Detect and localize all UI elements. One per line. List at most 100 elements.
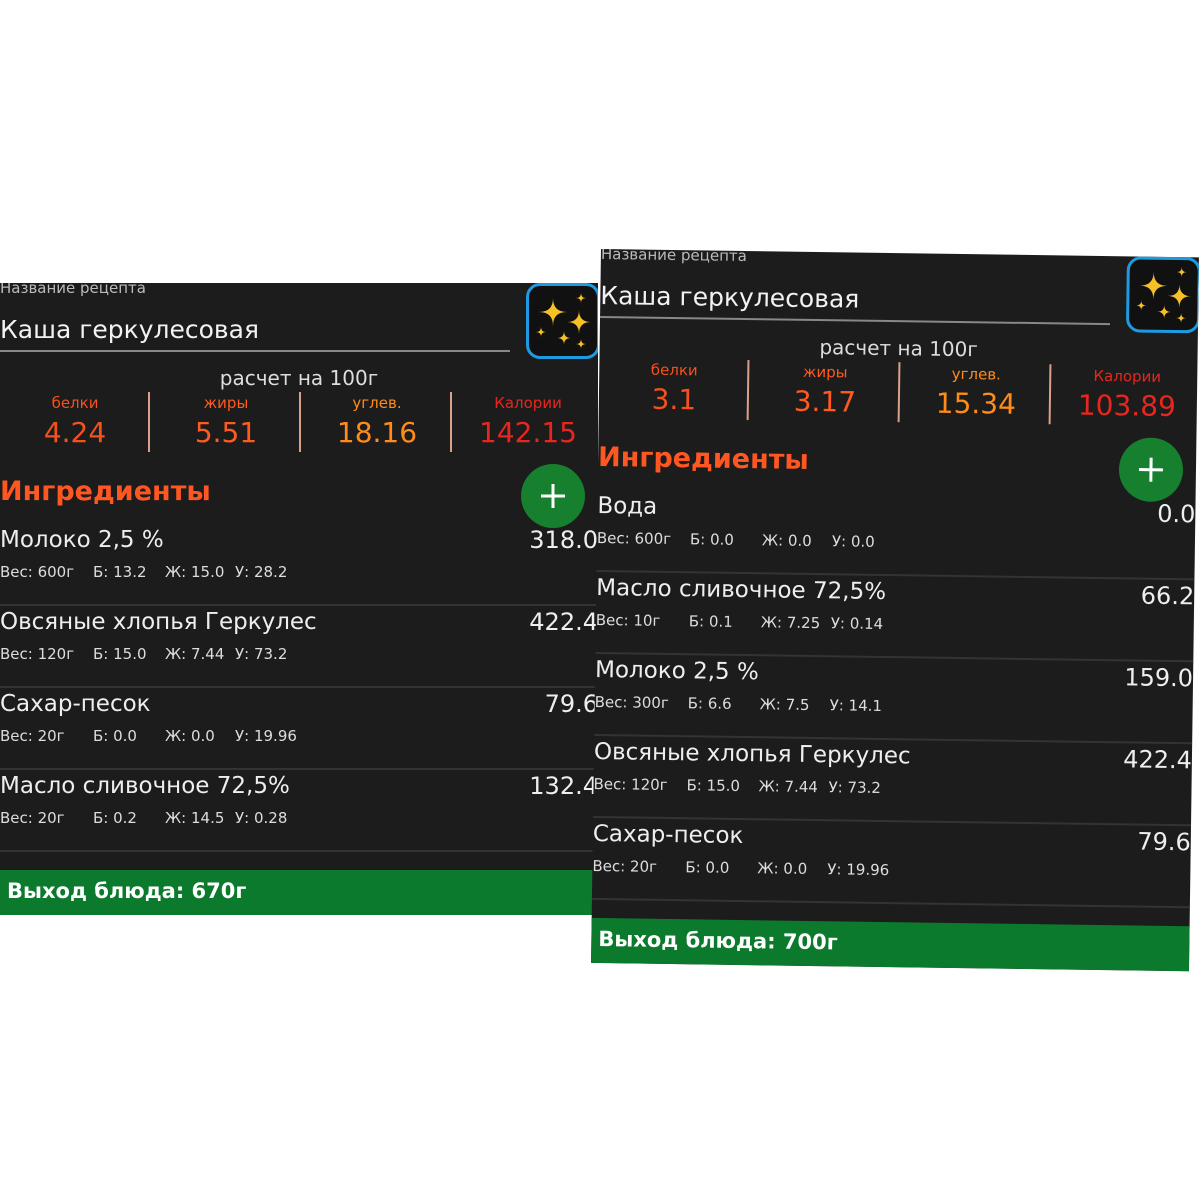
ingredient-kcal: 422.4 <box>529 608 598 636</box>
nutrient-label: белки <box>650 360 698 380</box>
plus-icon <box>1138 457 1163 482</box>
ingredient-kcal: 132.4 <box>529 772 598 800</box>
ingredient-carbs: У: 19.96 <box>827 860 890 880</box>
row-divider <box>0 850 598 852</box>
ingredient-weight: Вес: 20г <box>592 856 658 876</box>
per-label: расчет на 100г <box>219 366 379 390</box>
plus-icon <box>541 484 565 508</box>
ingredient-protein: Б: 0.0 <box>93 727 137 745</box>
ingredient-weight: Вес: 300г <box>594 692 669 712</box>
nutrient-value: 3.17 <box>793 384 857 419</box>
ingredient-kcal: 79.6 <box>544 690 598 718</box>
row-divider <box>0 686 598 688</box>
ingredient-protein: Б: 13.2 <box>93 563 147 581</box>
ingredient-name[interactable]: Овсяные хлопья Геркулес <box>0 609 317 635</box>
divider <box>450 392 452 452</box>
ingredient-kcal: 0.0 <box>1156 499 1196 529</box>
ingredient-fat: Ж: 7.44 <box>165 645 225 663</box>
ingredient-fat: Ж: 0.0 <box>165 727 215 745</box>
nutrient-value: 3.1 <box>651 382 697 417</box>
ingredient-protein: Б: 15.0 <box>93 645 147 663</box>
ingredient-name[interactable]: Масло сливочное 72,5% <box>596 574 887 606</box>
nutrient-label: жиры <box>802 362 848 382</box>
ingredient-kcal: 79.6 <box>1137 827 1191 857</box>
yield-bar: Выход блюда: 700г <box>591 917 1190 972</box>
nutrient-value: 15.34 <box>935 386 1017 421</box>
ingredient-carbs: У: 73.2 <box>828 778 882 797</box>
ingredient-name[interactable]: Овсяные хлопья Геркулес <box>593 738 911 770</box>
ingredients-title: Ингредиенты <box>0 476 211 507</box>
sparkles-icon <box>1136 267 1192 324</box>
ingredient-fat: Ж: 7.25 <box>760 613 821 633</box>
add-button[interactable] <box>1118 437 1184 503</box>
underline <box>600 315 1111 326</box>
ingredient-weight: Вес: 600г <box>0 563 75 581</box>
ingredient-fat: Ж: 7.44 <box>758 777 819 797</box>
ingredient-carbs: У: 19.96 <box>235 727 297 745</box>
ingredient-carbs: У: 0.28 <box>235 809 288 827</box>
ingredient-fat: Ж: 14.5 <box>165 809 225 827</box>
ingredient-weight: Вес: 20г <box>0 809 65 827</box>
ingredient-weight: Вес: 600г <box>596 528 672 549</box>
ingredient-kcal: 66.2 <box>1140 581 1195 611</box>
nutrient-value: 5.51 <box>194 416 258 449</box>
ingredient-protein: Б: 15.0 <box>686 776 741 795</box>
ingredient-fat: Ж: 15.0 <box>165 563 225 581</box>
magic-button[interactable] <box>1125 256 1199 334</box>
nutrient-value: 103.89 <box>1077 388 1177 424</box>
ingredient-protein: Б: 0.1 <box>688 612 733 631</box>
per-label: расчет на 100г <box>819 335 979 362</box>
ingredient-fat: Ж: 0.0 <box>761 531 812 550</box>
ingredient-weight: Вес: 120г <box>593 774 668 794</box>
divider <box>299 392 301 452</box>
ingredient-name[interactable]: Сахар-песок <box>0 691 151 717</box>
ingredient-protein: Б: 0.0 <box>689 530 735 549</box>
ingredient-protein: Б: 0.0 <box>685 858 730 877</box>
ingredient-name[interactable]: Масло сливочное 72,5% <box>0 773 290 799</box>
ingredient-fat: Ж: 7.5 <box>759 695 810 714</box>
nutrient-label: Калории <box>494 394 562 412</box>
nutrient-label: углев. <box>951 364 1002 384</box>
magic-button[interactable] <box>526 283 598 359</box>
ingredient-name[interactable]: Молоко 2,5 % <box>0 527 164 553</box>
ingredients-title: Ингредиенты <box>597 441 810 476</box>
divider <box>148 392 150 452</box>
ingredient-weight: Вес: 120г <box>0 645 75 663</box>
ingredient-weight: Вес: 10г <box>595 610 661 630</box>
ingredient-kcal: 422.4 <box>1123 745 1193 775</box>
ingredient-fat: Ж: 0.0 <box>757 859 808 878</box>
nutrient-label: Калории <box>1093 366 1162 386</box>
ingredient-kcal: 159.0 <box>1124 663 1194 693</box>
field-label: Название рецепта <box>600 249 748 266</box>
ingredient-carbs: У: 0.14 <box>830 614 884 633</box>
ingredient-carbs: У: 73.2 <box>235 645 288 663</box>
ingredient-kcal: 318.0 <box>529 526 598 554</box>
ingredient-name[interactable]: Сахар-песок <box>592 820 744 850</box>
yield-bar: Выход блюда: 670г <box>0 870 598 915</box>
ingredient-protein: Б: 0.2 <box>93 809 137 827</box>
ingredient-name[interactable]: Молоко 2,5 % <box>594 656 760 686</box>
nutrient-label: белки <box>51 394 99 412</box>
yield-text: Выход блюда: 670г <box>7 879 247 903</box>
yield-text: Выход блюда: 700г <box>598 927 838 955</box>
row-divider <box>591 897 1190 909</box>
recipe-name[interactable]: Каша геркулесовая <box>600 280 860 314</box>
ingredient-weight: Вес: 20г <box>0 727 65 745</box>
nutrient-label: жиры <box>203 394 249 412</box>
field-label: Название рецепта <box>0 283 146 297</box>
underline <box>0 350 510 352</box>
recipe-name[interactable]: Каша геркулесовая <box>0 315 259 344</box>
row-divider <box>0 604 598 606</box>
ingredient-protein: Б: 6.6 <box>687 694 732 713</box>
add-button[interactable] <box>521 464 585 528</box>
ingredient-carbs: У: 14.1 <box>829 696 883 715</box>
nutrient-value: 4.24 <box>43 416 107 449</box>
recipe-panel: Название рецепта Каша геркулесовая расчет … <box>0 283 598 915</box>
ingredient-name[interactable]: Вода <box>597 492 658 520</box>
row-divider <box>0 768 598 770</box>
nutrient-label: углев. <box>352 394 402 412</box>
ingredient-carbs: У: 0.0 <box>831 532 875 551</box>
nutrient-value: 18.16 <box>336 416 418 449</box>
ingredient-carbs: У: 28.2 <box>235 563 288 581</box>
